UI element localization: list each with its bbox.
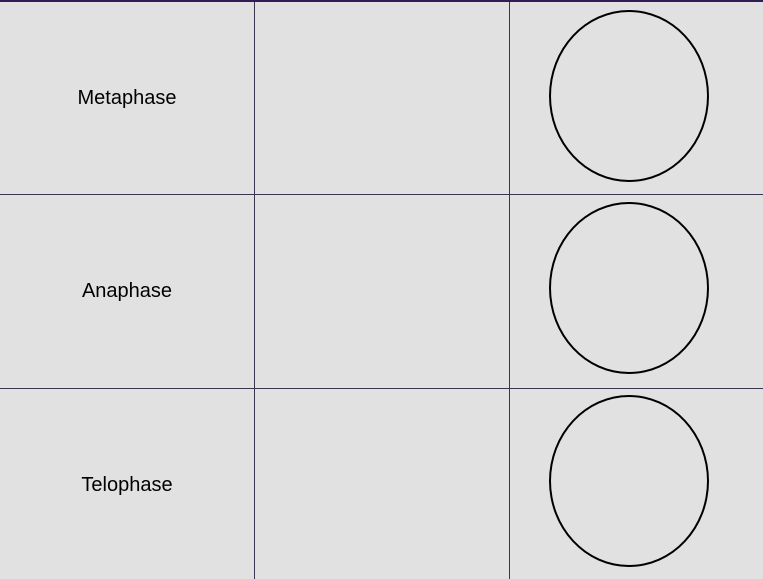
cell-outline-circle [549, 10, 709, 182]
phase-label: Anaphase [81, 280, 173, 302]
cell-outline-circle [549, 395, 709, 567]
drawing-cell [509, 195, 763, 388]
cell-outline-circle [549, 202, 709, 374]
table-row-metaphase: Metaphase [0, 2, 763, 194]
phase-label: Metaphase [77, 86, 177, 109]
phase-label: Telophase [81, 473, 173, 496]
description-blank-cell [254, 195, 509, 388]
description-blank-cell [254, 2, 509, 194]
table-row-anaphase: Anaphase [0, 194, 763, 388]
drawing-cell [509, 2, 763, 194]
phase-label-cell: Telophase [0, 389, 254, 579]
phase-label-cell: Anaphase [0, 195, 254, 388]
drawing-cell [509, 389, 763, 579]
table-row-telophase: Telophase [0, 388, 763, 579]
description-blank-cell [254, 389, 509, 579]
phase-label-cell: Metaphase [0, 2, 254, 194]
